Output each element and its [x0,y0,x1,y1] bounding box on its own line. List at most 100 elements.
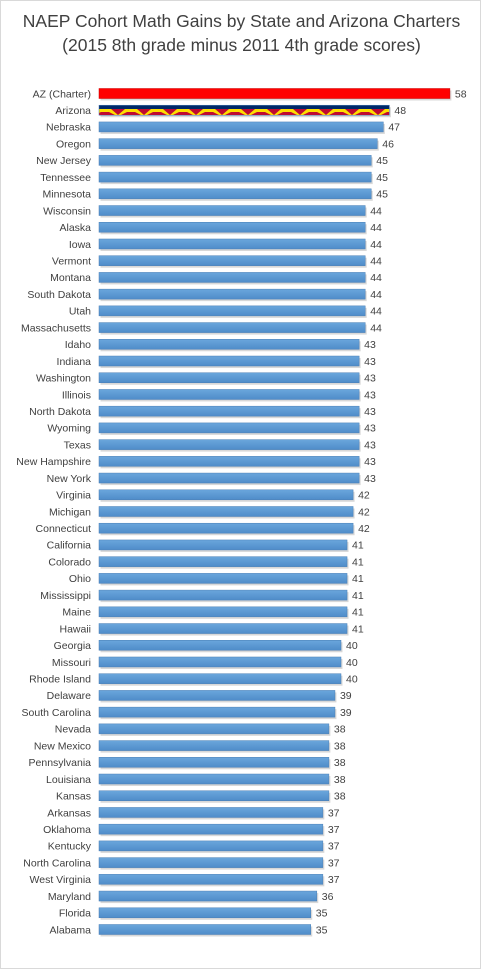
bar [98,389,360,400]
bar [98,723,330,735]
category-label: Wisconsin [43,205,91,217]
bar [98,706,336,718]
value-label: 35 [316,924,328,936]
bar [98,840,324,852]
category-label: Alaska [59,222,91,234]
bar [98,857,324,868]
value-label: 39 [340,690,352,702]
bar [98,305,366,317]
value-label: 44 [370,239,382,251]
category-label: New Hampshire [16,456,91,468]
value-label: 38 [334,791,346,803]
category-label: Hawaii [59,623,91,635]
category-label: Iowa [69,239,91,251]
value-label: 41 [352,540,364,552]
category-label: New Mexico [34,740,91,752]
value-label: 43 [364,339,376,351]
category-label: Ohio [69,573,91,585]
value-label: 43 [364,373,376,385]
bar [98,88,451,99]
category-label: AZ (Charter) [33,88,91,100]
value-label: 42 [358,523,370,535]
category-label: Colorado [48,556,91,568]
value-label: 42 [358,490,370,502]
bar [98,506,354,517]
value-label: 40 [346,640,358,652]
value-label: 43 [364,439,376,451]
bar [98,874,324,885]
bar [98,355,360,367]
category-label: Idaho [65,339,91,351]
value-label: 45 [376,189,388,201]
bar [98,589,348,601]
bar [98,489,354,501]
category-label: Wyoming [47,423,91,435]
chart-title: NAEP Cohort Math Gains by State and Ariz… [22,11,461,55]
value-label: 43 [364,456,376,468]
value-label: 47 [388,122,400,134]
bar [98,573,348,584]
category-label: Texas [64,439,91,451]
category-label: Michigan [49,506,91,518]
category-label: Utah [69,306,91,318]
value-label: 37 [328,824,340,836]
category-label: Florida [59,908,91,920]
bar [98,456,360,467]
category-label: Georgia [54,640,92,652]
bar [98,339,360,350]
bar [98,138,378,149]
category-label: Arkansas [47,807,91,819]
value-label: 37 [328,874,340,886]
category-label: Maryland [48,891,91,903]
category-label: South Dakota [27,289,91,301]
bar [98,422,360,434]
category-label: Rhode Island [29,674,91,686]
category-label: Montana [50,272,91,284]
category-label: Vermont [52,256,91,268]
bar [98,773,330,785]
bar [98,640,342,651]
bar [98,690,336,701]
category-label: Arizona [55,105,91,117]
value-label: 44 [370,306,382,318]
bar [98,439,360,450]
value-label: 43 [364,473,376,485]
category-label: North Dakota [29,406,91,418]
category-label: California [47,540,92,552]
value-label: 58 [455,88,467,100]
bar [98,539,348,551]
value-label: 44 [370,289,382,301]
value-label: 44 [370,205,382,217]
bar [98,790,330,801]
category-label: Missouri [52,657,91,669]
bar [98,255,366,266]
category-label: Alabama [50,924,92,936]
bar [98,155,372,166]
value-label: 38 [334,774,346,786]
bar [98,121,384,133]
value-label: 44 [370,256,382,268]
value-label: 46 [382,138,394,150]
bar [98,171,372,183]
bar [98,522,354,534]
category-label: Indiana [57,356,92,368]
value-label: 37 [328,857,340,869]
bar [98,372,360,383]
value-label: 41 [352,573,364,585]
category-label: Massachusetts [21,322,91,334]
bar [98,556,348,567]
value-label: 37 [328,841,340,853]
category-label: Kentucky [48,841,92,853]
value-label: 39 [340,707,352,719]
bar [98,322,366,333]
value-label: 41 [352,590,364,602]
value-label: 43 [364,423,376,435]
category-label: Nevada [55,724,91,736]
bars-layer: AZ (Charter) 58 Arizona 48 Nebraska 47 Oregon 4… [16,88,467,937]
value-label: 41 [352,623,364,635]
value-label: 36 [322,891,334,903]
bar [98,472,360,484]
value-label: 43 [364,406,376,418]
category-label: Connecticut [36,523,92,535]
